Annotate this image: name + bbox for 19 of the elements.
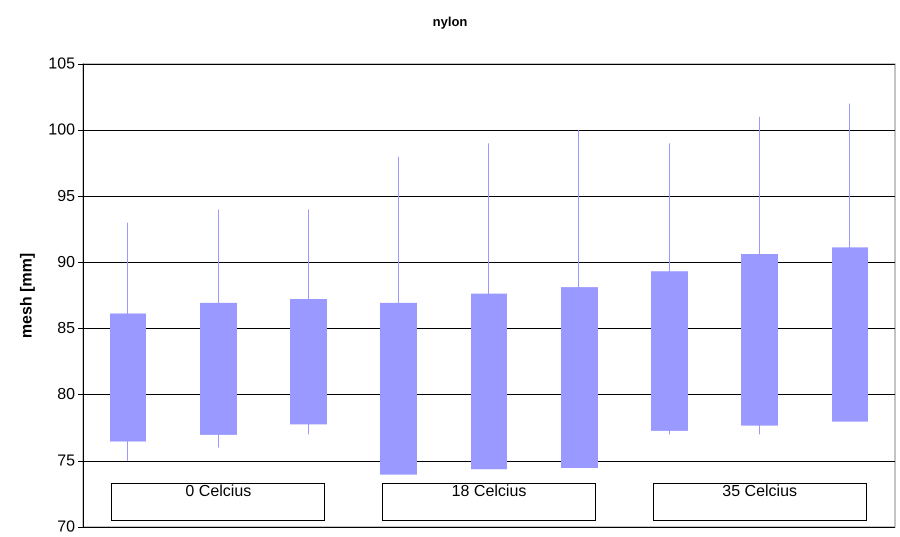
candlestick <box>832 103 868 422</box>
y-axis-title: mesh [mm] <box>18 252 36 338</box>
candlestick <box>110 222 146 462</box>
y-tick-label: 90 <box>57 254 76 271</box>
y-tick-label: 80 <box>57 386 76 404</box>
y-tick-label: 75 <box>57 452 76 470</box>
y-tick-label: 105 <box>48 56 76 72</box>
y-tick-label: 70 <box>57 518 76 536</box>
y-tick-label: 95 <box>57 188 76 205</box>
candlestick <box>290 209 327 435</box>
candlestick <box>200 209 237 448</box>
candlestick <box>561 130 598 468</box>
candlestick <box>741 116 778 435</box>
y-tick-label: 85 <box>57 320 76 338</box>
y-tick-label: 100 <box>48 122 76 139</box>
candlestick <box>380 156 417 475</box>
candlestick <box>471 142 507 470</box>
chart-title: nylon <box>432 14 468 29</box>
candlestick <box>651 142 688 435</box>
